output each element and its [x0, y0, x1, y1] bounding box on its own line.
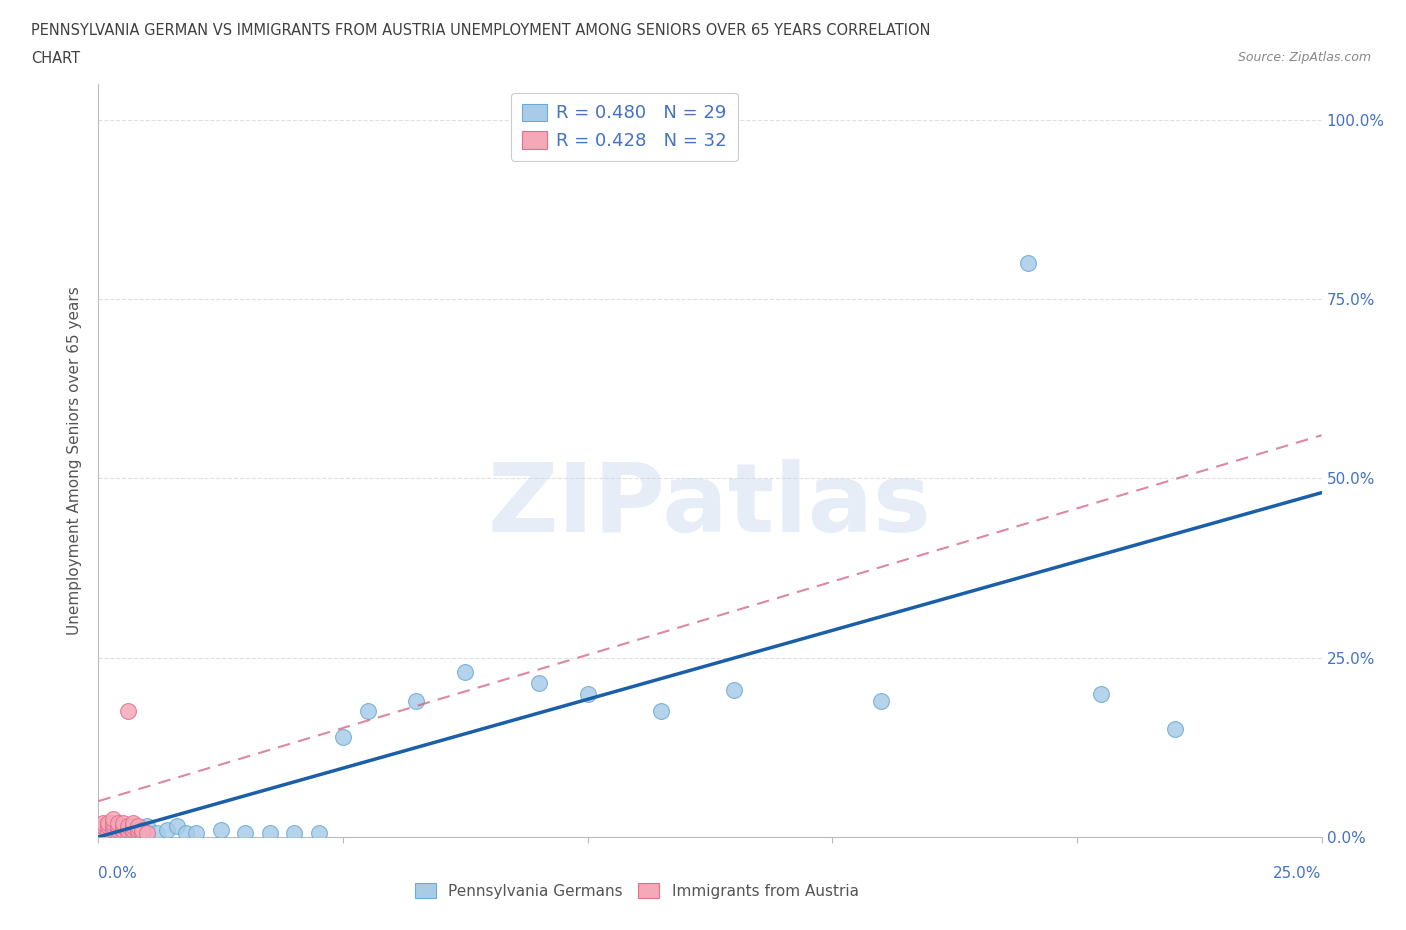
- Point: [107, 818, 129, 833]
- Point: [131, 822, 153, 837]
- Point: [136, 818, 159, 833]
- Point: [111, 822, 134, 837]
- Point: [176, 826, 198, 841]
- Point: [121, 818, 143, 833]
- Point: [1164, 722, 1187, 737]
- Text: 0.0%: 0.0%: [98, 867, 138, 882]
- Point: [131, 826, 153, 841]
- Point: [111, 826, 134, 841]
- Text: CHART: CHART: [31, 51, 80, 66]
- Point: [111, 818, 134, 833]
- Point: [107, 816, 129, 830]
- Point: [101, 816, 124, 830]
- Point: [97, 816, 120, 830]
- Point: [91, 818, 114, 833]
- Point: [91, 816, 114, 830]
- Point: [111, 818, 134, 833]
- Point: [97, 826, 120, 841]
- Point: [107, 826, 129, 841]
- Legend: Pennsylvania Germans, Immigrants from Austria: Pennsylvania Germans, Immigrants from Au…: [409, 877, 865, 905]
- Point: [166, 818, 188, 833]
- Point: [101, 818, 124, 833]
- Point: [723, 683, 745, 698]
- Point: [117, 704, 139, 719]
- Point: [91, 826, 114, 841]
- Point: [1090, 686, 1112, 701]
- Text: ZIPatlas: ZIPatlas: [488, 459, 932, 552]
- Point: [527, 675, 550, 690]
- Point: [117, 822, 139, 837]
- Point: [121, 826, 143, 841]
- Point: [121, 816, 143, 830]
- Point: [121, 826, 143, 841]
- Point: [1017, 256, 1039, 271]
- Point: [127, 822, 149, 837]
- Point: [101, 822, 124, 837]
- Point: [405, 693, 427, 708]
- Point: [127, 826, 149, 841]
- Point: [107, 822, 129, 837]
- Point: [131, 822, 153, 837]
- Point: [259, 826, 281, 841]
- Point: [332, 729, 354, 744]
- Point: [121, 822, 143, 837]
- Point: [870, 693, 893, 708]
- Point: [107, 822, 129, 837]
- Point: [233, 826, 256, 841]
- Point: [209, 822, 232, 837]
- Y-axis label: Unemployment Among Seniors over 65 years: Unemployment Among Seniors over 65 years: [67, 286, 83, 634]
- Point: [117, 818, 139, 833]
- Text: 25.0%: 25.0%: [1274, 867, 1322, 882]
- Point: [97, 826, 120, 841]
- Point: [156, 822, 179, 837]
- Point: [136, 826, 159, 841]
- Text: PENNSYLVANIA GERMAN VS IMMIGRANTS FROM AUSTRIA UNEMPLOYMENT AMONG SENIORS OVER 6: PENNSYLVANIA GERMAN VS IMMIGRANTS FROM A…: [31, 23, 931, 38]
- Point: [91, 822, 114, 837]
- Point: [186, 826, 208, 841]
- Point: [308, 826, 330, 841]
- Text: Source: ZipAtlas.com: Source: ZipAtlas.com: [1237, 51, 1371, 64]
- Point: [111, 816, 134, 830]
- Point: [650, 704, 672, 719]
- Point: [146, 826, 169, 841]
- Point: [283, 826, 305, 841]
- Point: [101, 812, 124, 827]
- Point: [454, 665, 477, 680]
- Point: [97, 818, 120, 833]
- Point: [127, 818, 149, 833]
- Point: [117, 826, 139, 841]
- Point: [576, 686, 599, 701]
- Point: [356, 704, 378, 719]
